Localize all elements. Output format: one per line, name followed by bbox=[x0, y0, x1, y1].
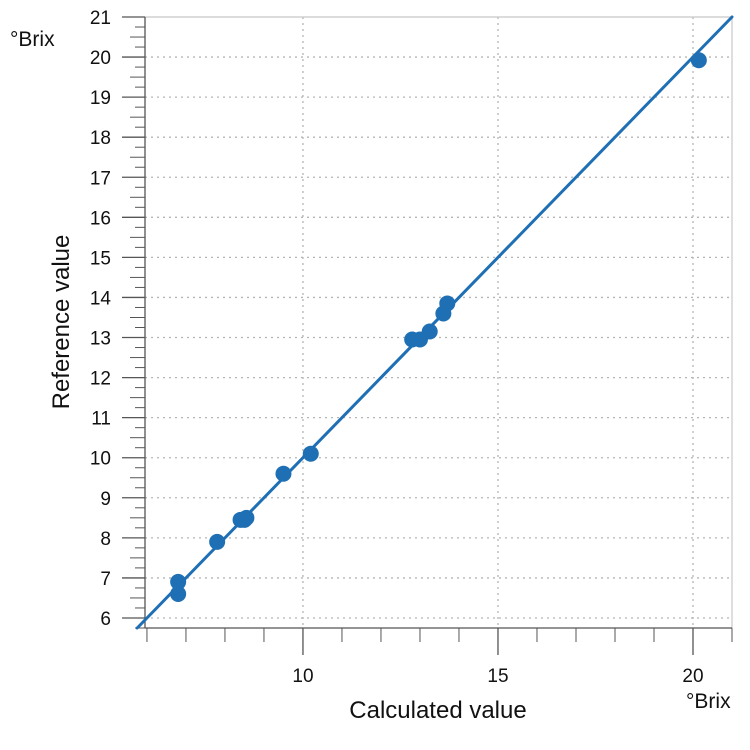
y-tick-label: 9 bbox=[100, 489, 111, 510]
x-tick-label: 15 bbox=[487, 666, 508, 687]
x-tick-label: 10 bbox=[292, 666, 313, 687]
y-axis: 6 7 8 9 10 11 12 13 14 15 16 17 18 19 20 21 bbox=[90, 8, 145, 630]
y-tick-label: 11 bbox=[91, 409, 111, 430]
data-point bbox=[439, 295, 456, 312]
x-axis-title: Calculated value bbox=[349, 697, 526, 724]
x-tick-label: 20 bbox=[682, 666, 703, 687]
data-point bbox=[209, 533, 226, 550]
y-tick-label: 6 bbox=[100, 609, 111, 630]
y-tick-label: 21 bbox=[90, 8, 111, 29]
data-point bbox=[170, 573, 187, 590]
data-point bbox=[238, 509, 255, 526]
y-tick-label: 7 bbox=[100, 569, 111, 590]
y-tick-label: 20 bbox=[90, 48, 111, 69]
y-tick-label: 12 bbox=[90, 369, 111, 390]
y-tick-label: 14 bbox=[90, 288, 112, 309]
y-tick-label: 10 bbox=[90, 449, 111, 470]
data-point bbox=[170, 585, 187, 602]
y-tick-label: 19 bbox=[90, 88, 111, 109]
data-points bbox=[170, 52, 707, 602]
y-tick-label: 8 bbox=[100, 529, 111, 550]
y-tick-label: 13 bbox=[90, 329, 111, 350]
y-axis-title: Reference value bbox=[48, 235, 75, 410]
y-tick-label: 18 bbox=[90, 128, 111, 149]
x-axis: 10 15 20 bbox=[146, 628, 733, 687]
x-unit-label: °Brix bbox=[686, 690, 731, 713]
data-point bbox=[302, 445, 319, 462]
y-tick-label: 16 bbox=[90, 208, 111, 229]
y-unit-label: °Brix bbox=[10, 28, 55, 51]
fit-line-group bbox=[135, 15, 734, 630]
grid-lines bbox=[145, 17, 732, 628]
data-point bbox=[690, 52, 707, 69]
y-tick-label: 15 bbox=[90, 248, 111, 269]
data-point bbox=[421, 323, 438, 340]
fit-line bbox=[135, 15, 734, 630]
plot-frame bbox=[144, 16, 733, 629]
y-tick-label: 17 bbox=[90, 168, 111, 189]
data-point bbox=[275, 465, 292, 482]
